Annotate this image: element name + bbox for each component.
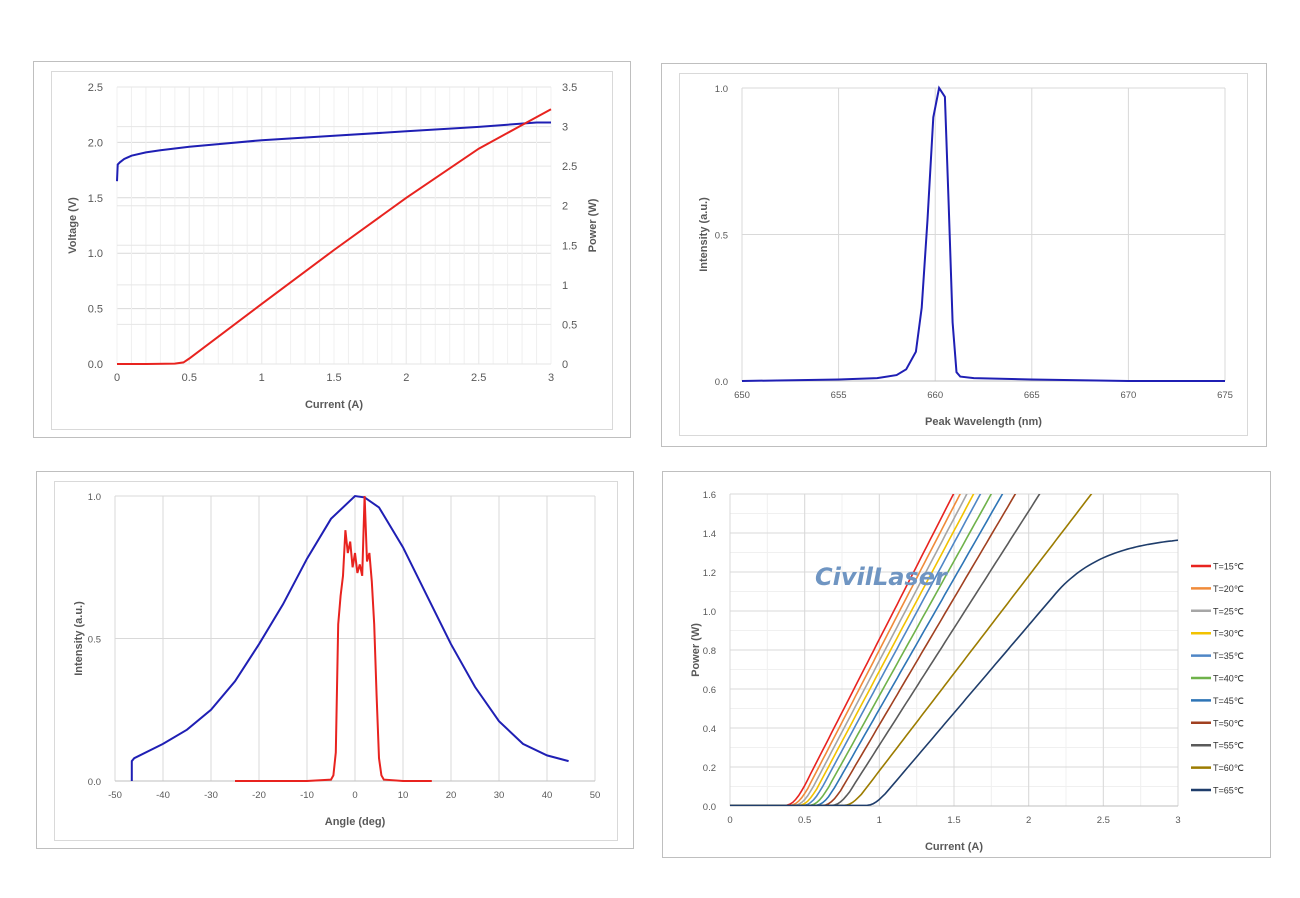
y-tick-label: 0.5	[88, 635, 101, 646]
power-series-line	[117, 108, 552, 365]
y-tick-label: 0.0	[703, 802, 716, 813]
y-tick-label: 1.4	[703, 529, 716, 540]
x-axis-title: Current (A)	[925, 841, 983, 853]
y-tick-label: 0.5	[715, 231, 728, 242]
x-tick-label: 3	[1175, 815, 1180, 826]
y-tick-label: 0.6	[703, 685, 716, 696]
y2-tick-label: 2.5	[562, 161, 577, 173]
x-tick-label: 3	[548, 372, 554, 384]
x-tick-label: 30	[494, 790, 505, 801]
x-tick-label: 665	[1024, 390, 1040, 401]
x-tick-label: -30	[204, 790, 218, 801]
x-axis-title: Peak Wavelength (nm)	[925, 416, 1042, 428]
y-tick-label: 0.0	[88, 359, 103, 371]
legend-label: T=45℃	[1213, 696, 1244, 706]
chart-spectrum: 650 655 660 665 670 675 0.0 0.5 1.0 Peak Waveleng…	[698, 84, 1233, 428]
y2-axis-title: Power (W)	[587, 198, 599, 252]
chart-panel-farfield: -50 -40 -30 -20 -10 0 10 20 30 40 50 0.0 0.5 1.0 Angle…	[36, 471, 634, 849]
temperature-series-line	[730, 494, 962, 806]
x-tick-label: 670	[1120, 390, 1136, 401]
legend-label: T=60℃	[1213, 763, 1244, 773]
temperature-series-line	[730, 494, 955, 806]
y2-tick-label: 0.5	[562, 319, 577, 331]
y-tick-label: 2.0	[88, 137, 103, 149]
y2-tick-label: 3.5	[562, 82, 577, 94]
y-tick-label: 0.8	[703, 646, 716, 657]
y-tick-label: 0.5	[88, 304, 103, 316]
x-tick-label: -50	[108, 790, 122, 801]
y-tick-label: 0.0	[88, 777, 101, 788]
x-tick-label: 650	[734, 390, 750, 401]
y-tick-label: 1.0	[88, 492, 101, 503]
x-tick-label: 1.5	[947, 815, 960, 826]
x-tick-label: -10	[300, 790, 314, 801]
x-tick-label: 0.5	[798, 815, 811, 826]
y-axis-title: Intensity (a.u.)	[73, 601, 85, 676]
legend-label: T=40℃	[1213, 674, 1244, 684]
x-tick-label: -40	[156, 790, 170, 801]
y2-tick-label: 2	[562, 201, 568, 213]
y-tick-label: 1.2	[703, 568, 716, 579]
x-axis-title: Current (A)	[305, 399, 363, 411]
x-tick-label: 20	[446, 790, 457, 801]
y-tick-label: 1.6	[703, 490, 716, 501]
legend-label: T=55℃	[1213, 741, 1244, 751]
x-tick-label: 675	[1217, 390, 1233, 401]
y-tick-label: 0.4	[703, 724, 716, 735]
legend-label: T=65℃	[1213, 786, 1244, 796]
y2-tick-label: 1	[562, 280, 568, 292]
x-tick-label: 1.5	[326, 372, 341, 384]
y-axis-title: Power (W)	[690, 623, 702, 677]
y2-tick-label: 0	[562, 359, 568, 371]
y-tick-label: 0.2	[703, 763, 716, 774]
temperature-series-line	[730, 494, 968, 806]
legend-label: T=30℃	[1213, 629, 1244, 639]
y-tick-label: 1.0	[703, 607, 716, 618]
legend-label: T=15℃	[1213, 562, 1244, 572]
legend-label: T=35℃	[1213, 651, 1244, 661]
chart-farfield: -50 -40 -30 -20 -10 0 10 20 30 40 50 0.0 0.5 1.0 Angle…	[73, 492, 601, 828]
x-tick-label: 0	[352, 790, 357, 801]
x-tick-label: 2.5	[1097, 815, 1110, 826]
x-tick-label: 40	[542, 790, 553, 801]
legend-label: T=50℃	[1213, 718, 1244, 728]
x-tick-label: 10	[398, 790, 409, 801]
y-tick-label: 1.0	[715, 84, 728, 95]
x-tick-label: 2	[1026, 815, 1031, 826]
temperature-series-line	[730, 539, 1178, 806]
y-tick-label: 2.5	[88, 82, 103, 94]
x-tick-label: 1	[877, 815, 882, 826]
x-tick-label: 1	[259, 372, 265, 384]
x-tick-label: 0	[727, 815, 732, 826]
x-tick-label: 2	[403, 372, 409, 384]
y2-tick-label: 1.5	[562, 240, 577, 252]
y-tick-label: 1.5	[88, 193, 103, 205]
chart-panel-temperature: 0 0.5 1 1.5 2 2.5 3 0.0 0.2 0.4 0.6 0.8 1.0 1.2 1.4 1.6…	[662, 471, 1271, 858]
voltage-series-line	[116, 121, 551, 182]
chart-temperature: 0 0.5 1 1.5 2 2.5 3 0.0 0.2 0.4 0.6 0.8 1.0 1.2 1.4 1.6…	[690, 490, 1244, 853]
y-axis-title: Voltage (V)	[67, 197, 79, 254]
x-tick-label: -20	[252, 790, 266, 801]
legend-label: T=25℃	[1213, 606, 1244, 616]
spectrum-series-line	[741, 85, 1225, 382]
chart-panel-spectrum: 650 655 660 665 670 675 0.0 0.5 1.0 Peak Waveleng…	[661, 63, 1267, 447]
chart-vip: 0 0.5 1 1.5 2 2.5 3 0.0 0.5 1.0 1.5 2.0 2.5 Current (…	[67, 82, 599, 411]
chart-panel-vip: 0 0.5 1 1.5 2 2.5 3 0.0 0.5 1.0 1.5 2.0 2.5 Current (…	[33, 61, 631, 438]
x-tick-label: 50	[590, 790, 601, 801]
x-axis-title: Angle (deg)	[325, 816, 386, 828]
x-tick-label: 2.5	[471, 372, 486, 384]
legend-label: T=20℃	[1213, 584, 1244, 594]
fast-axis-series-line	[235, 495, 432, 782]
y-axis-title: Intensity (a.u.)	[698, 197, 710, 272]
watermark-logo: CivilLaser	[815, 563, 949, 591]
x-tick-label: 655	[831, 390, 847, 401]
x-tick-label: 0.5	[182, 372, 197, 384]
y-tick-label: 0.0	[715, 377, 728, 388]
y-tick-label: 1.0	[88, 248, 103, 260]
temperature-series-line	[730, 494, 975, 806]
slow-axis-series-line	[130, 494, 569, 781]
x-tick-label: 660	[927, 390, 943, 401]
x-tick-label: 0	[114, 372, 120, 384]
y2-tick-label: 3	[562, 122, 568, 134]
